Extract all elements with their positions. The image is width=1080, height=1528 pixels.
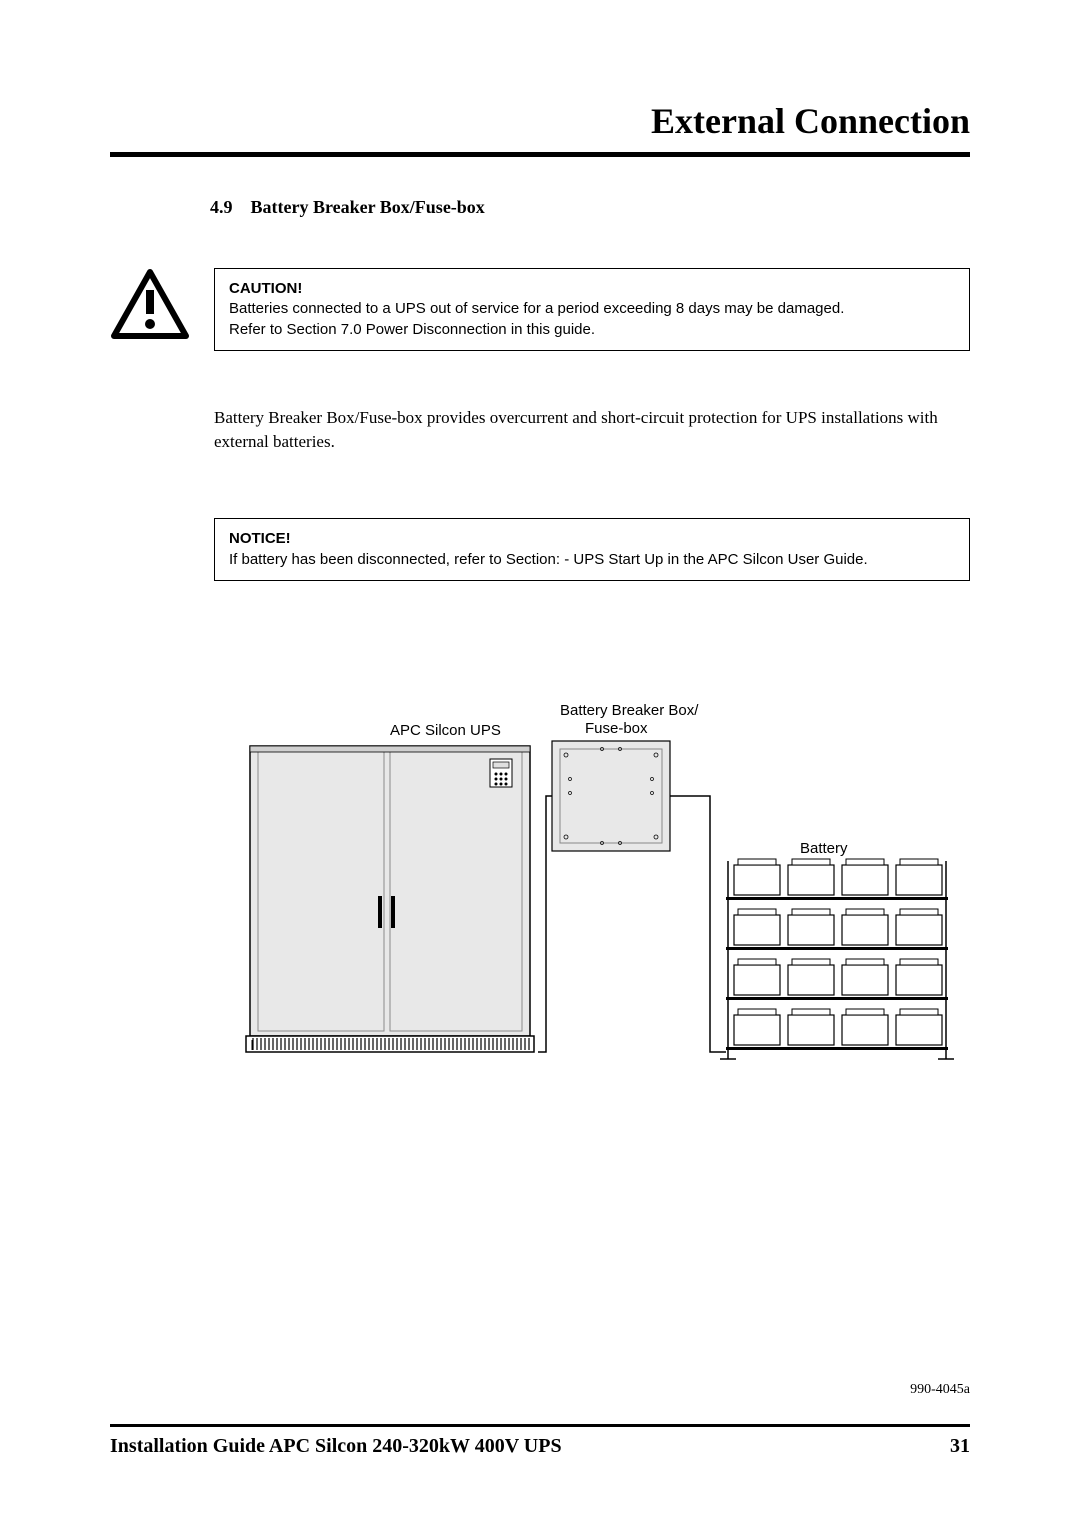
battery-rack	[720, 859, 954, 1059]
notice-box: NOTICE! If battery has been disconnected…	[214, 518, 970, 581]
section-number: 4.9	[210, 197, 233, 217]
diagram-label-battery: Battery	[800, 840, 848, 857]
body-paragraph: Battery Breaker Box/Fuse-box provides ov…	[214, 406, 970, 454]
footer: Installation Guide APC Silcon 240-320kW …	[110, 1424, 970, 1458]
footer-title: Installation Guide APC Silcon 240-320kW …	[110, 1435, 562, 1458]
caution-line1: Batteries connected to a UPS out of serv…	[229, 299, 955, 319]
caution-row: CAUTION! Batteries connected to a UPS ou…	[110, 268, 970, 351]
diagram-label-fusebox2: Fuse-box	[585, 720, 648, 737]
fuse-box	[552, 741, 670, 851]
caution-box: CAUTION! Batteries connected to a UPS ou…	[214, 268, 970, 351]
page-header: External Connection	[110, 100, 970, 157]
diagram-label-ups: APC Silcon UPS	[390, 722, 501, 739]
wire-ups-fusebox	[538, 796, 552, 1052]
section-heading: 4.9 Battery Breaker Box/Fuse-box	[210, 197, 970, 218]
notice-label: NOTICE!	[229, 529, 955, 549]
diagram-label-fusebox1: Battery Breaker Box/	[560, 702, 699, 719]
ups-cabinet	[246, 746, 534, 1052]
diagram: APC Silcon UPS Battery Breaker Box/ Fuse…	[240, 701, 960, 1081]
wire-fusebox-battery	[670, 796, 726, 1052]
caution-label: CAUTION!	[229, 279, 955, 299]
page-number: 31	[950, 1435, 970, 1458]
notice-text: If battery has been disconnected, refer …	[229, 550, 955, 570]
section-title: Battery Breaker Box/Fuse-box	[251, 197, 485, 217]
warning-icon	[110, 268, 190, 345]
caution-line2: Refer to Section 7.0 Power Disconnection…	[229, 320, 955, 340]
document-id: 990-4045a	[910, 1382, 970, 1398]
